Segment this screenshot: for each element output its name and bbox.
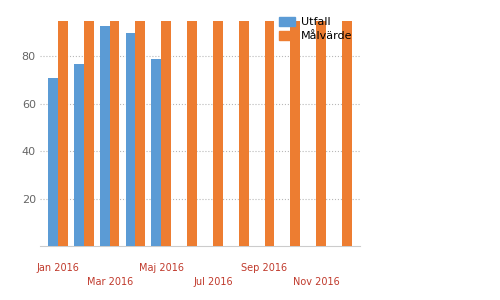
Text: Jul 2016: Jul 2016: [193, 277, 232, 286]
Bar: [213, 21, 222, 246]
Bar: [342, 21, 351, 246]
Bar: [162, 21, 171, 246]
Bar: [126, 33, 136, 246]
Legend: Utfall, Målvärde: Utfall, Målvärde: [276, 15, 354, 43]
Text: Nov 2016: Nov 2016: [293, 277, 340, 286]
Text: Mar 2016: Mar 2016: [86, 277, 133, 286]
Text: Jan 2016: Jan 2016: [36, 263, 80, 273]
Text: Sep 2016: Sep 2016: [242, 263, 288, 273]
Text: Maj 2016: Maj 2016: [139, 263, 184, 273]
Bar: [238, 21, 248, 246]
Bar: [187, 21, 197, 246]
Bar: [110, 21, 120, 246]
Bar: [74, 64, 84, 246]
Bar: [84, 21, 94, 246]
Bar: [48, 78, 58, 246]
Bar: [58, 21, 68, 246]
Bar: [290, 21, 300, 246]
Bar: [100, 26, 110, 246]
Bar: [316, 21, 326, 246]
Bar: [152, 59, 162, 246]
Bar: [264, 21, 274, 246]
Bar: [136, 21, 145, 246]
